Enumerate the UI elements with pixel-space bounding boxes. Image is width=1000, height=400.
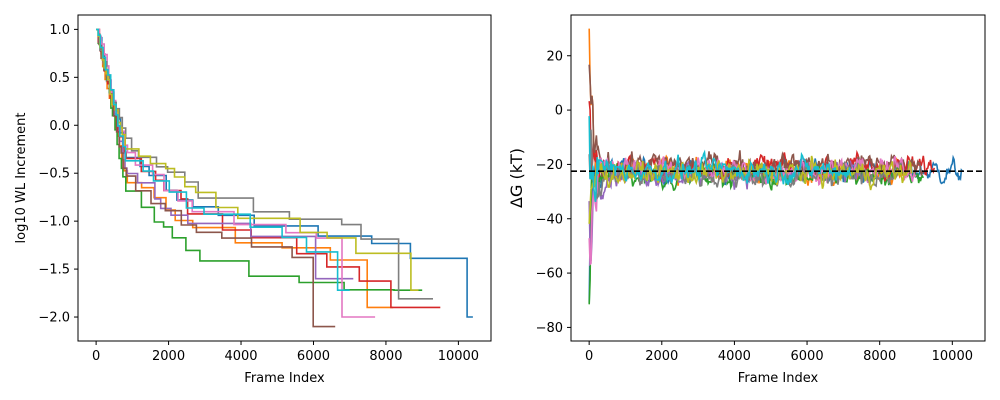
wl-plot-frame <box>77 14 492 342</box>
wl-increment-series <box>96 28 473 328</box>
x-tick-label: 8000 <box>369 349 402 364</box>
y-tick-label: −20 <box>536 158 563 173</box>
delta-g-series-line <box>588 116 852 203</box>
y-tick-label: 0.5 <box>49 71 70 86</box>
y-tick-label: −80 <box>536 321 563 336</box>
x-tick-label: 4000 <box>718 349 751 364</box>
wl-series-line <box>96 28 433 300</box>
delta-g-ticks: 0 2000 4000 6000 8000 10000 −80 −60 −40 −20 0 20 <box>536 49 973 364</box>
wl-series-line <box>96 28 350 291</box>
y-tick-label: 1.0 <box>49 23 70 38</box>
wl-series-line <box>96 28 419 291</box>
x-tick-label: 10000 <box>438 349 479 364</box>
x-tick-label: 6000 <box>791 349 824 364</box>
y-tick-label: 20 <box>546 49 563 64</box>
wl-x-axis-label: Frame Index <box>244 371 325 386</box>
y-tick-label: −2.0 <box>38 311 70 326</box>
x-tick-label: 8000 <box>863 349 896 364</box>
delta-g-y-axis-label: ΔG (kT) <box>507 148 526 208</box>
delta-g-x-axis-label: Frame Index <box>738 371 819 386</box>
x-tick-label: 0 <box>92 349 100 364</box>
delta-g-series <box>588 28 964 305</box>
delta-g-chart: 0 2000 4000 6000 8000 10000 −80 −60 −40 −20 0 20 Fr… <box>507 14 986 386</box>
wl-series-line <box>96 28 423 291</box>
x-tick-label: 6000 <box>297 349 330 364</box>
wl-y-axis-label: log10 WL Increment <box>14 113 29 244</box>
x-tick-label: 4000 <box>224 349 257 364</box>
y-tick-label: 0 <box>555 104 563 119</box>
wl-increment-chart: 0 2000 4000 6000 8000 10000 −2.0 −1.5 −1.0 −0.5 0.… <box>14 14 492 386</box>
x-tick-label: 2000 <box>645 349 678 364</box>
x-tick-label: 2000 <box>152 349 185 364</box>
y-tick-label: −60 <box>536 267 563 282</box>
x-tick-label: 10000 <box>932 349 973 364</box>
wl-series-line <box>96 28 441 309</box>
y-tick-label: −0.5 <box>38 167 70 182</box>
y-tick-label: −40 <box>536 212 563 227</box>
wl-series-line <box>96 28 376 318</box>
wl-ticks: 0 2000 4000 6000 8000 10000 −2.0 −1.5 −1.0 −0.5 0.… <box>38 23 479 364</box>
y-tick-label: −1.0 <box>38 215 70 230</box>
x-tick-label: 0 <box>585 349 593 364</box>
y-tick-label: 0.0 <box>49 119 70 134</box>
delta-g-plot-frame <box>570 14 986 342</box>
y-tick-label: −1.5 <box>38 263 70 278</box>
